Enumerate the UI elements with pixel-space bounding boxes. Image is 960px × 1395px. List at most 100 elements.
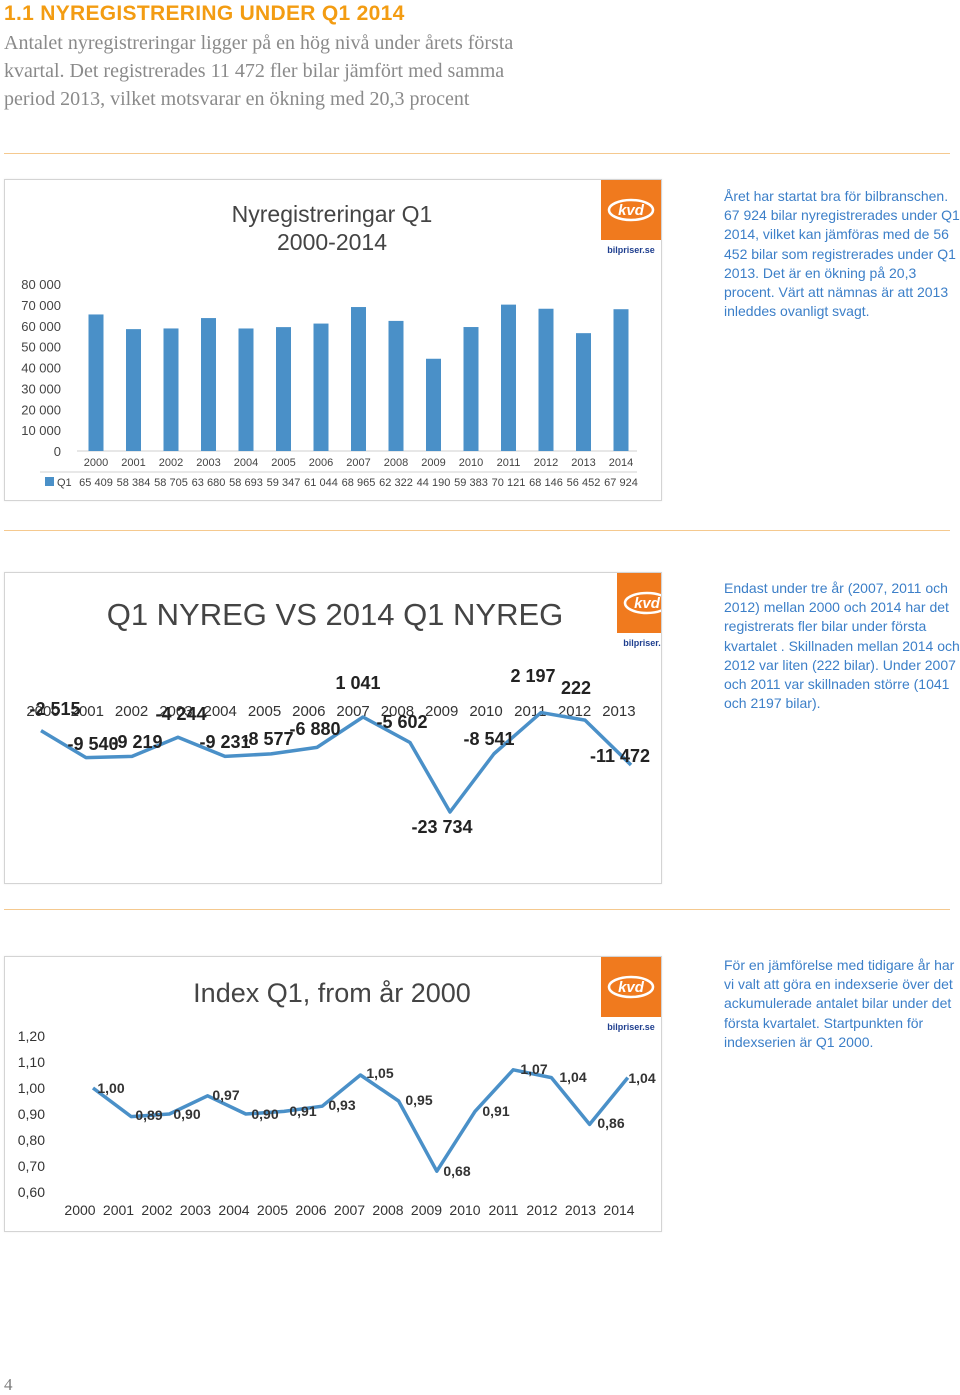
chart1-table-value: 59 347 bbox=[267, 477, 301, 489]
chart3-xtick-label: 2008 bbox=[372, 1202, 403, 1218]
chart1-xtick-label: 2011 bbox=[497, 457, 521, 469]
section-title: 1.1 NYREGISTRERING UNDER Q1 2014 bbox=[4, 2, 405, 25]
chart1-bar bbox=[463, 327, 479, 451]
chart3-ytick-label: 0,60 bbox=[18, 1184, 45, 1200]
chart-panel-difference: Q1 NYREG VS 2014 Q1 NYREG 2000 2001 2002 200… bbox=[4, 572, 677, 884]
chart1-bar bbox=[126, 329, 141, 451]
kvd-logo-site: bilpriser.se bbox=[607, 1022, 655, 1032]
chart1-xtick-label: 2013 bbox=[571, 457, 595, 469]
lead-text-line-1: Antalet nyregistreringar ligger på en hö… bbox=[4, 32, 514, 54]
chart1-ytick-label: 80 000 bbox=[21, 277, 61, 292]
chart2-data-label: -8 541 bbox=[463, 729, 514, 749]
chart2-data-label: -2 515 bbox=[29, 699, 80, 719]
chart1-ytick-label: 70 000 bbox=[21, 298, 61, 313]
chart1-ytick-label: 0 bbox=[54, 444, 61, 459]
chart3-data-label: 1,04 bbox=[628, 1070, 655, 1086]
chart-panel-index: Index Q1, from år 2000 0,60 0,70 0,80 0,90 1,… bbox=[4, 956, 662, 1232]
chart2-xtick-label: 2010 bbox=[469, 703, 502, 720]
chart3-ytick-label: 1,20 bbox=[18, 1028, 45, 1044]
chart1-title-line-2: 2000-2014 bbox=[277, 229, 387, 255]
chart3-data-label: 0,91 bbox=[482, 1103, 509, 1119]
chart1-table-value: 63 680 bbox=[192, 477, 226, 489]
chart3-data-label: 1,00 bbox=[97, 1080, 124, 1096]
chart2-data-label: -6 880 bbox=[289, 719, 340, 739]
chart1-xtick-label: 2012 bbox=[534, 457, 558, 469]
chart2-data-label: -11 472 bbox=[590, 746, 650, 766]
kvd-logo: kvd bilpriser.se bbox=[601, 180, 661, 258]
chart1-bar bbox=[576, 333, 591, 451]
chart1-ytick-label: 10 000 bbox=[21, 423, 61, 438]
chart2-xtick-label: 2000 bbox=[26, 703, 59, 720]
chart3-data-label: 1,05 bbox=[366, 1065, 393, 1081]
kvd-logo-site: bilpriser.se bbox=[607, 245, 655, 255]
chart2-xtick-label: 2005 bbox=[248, 703, 281, 720]
chart2-xtick-label: 2003 bbox=[159, 703, 192, 720]
chart1-bar bbox=[388, 320, 404, 451]
kvd-logo-site: bilpriser.se bbox=[623, 638, 661, 648]
chart2-xtick-label: 2001 bbox=[71, 703, 104, 720]
chart3-ytick-label: 0,90 bbox=[18, 1106, 45, 1122]
chart1-table-value: 61 044 bbox=[304, 477, 338, 489]
chart1-xtick-label: 2001 bbox=[121, 457, 145, 469]
chart3-data-label: 1,07 bbox=[520, 1061, 547, 1077]
chart3-data-label: 0,90 bbox=[173, 1106, 200, 1122]
chart1-bar bbox=[163, 328, 179, 451]
section1-description: Året har startat bra för bilbranschen. 6… bbox=[724, 188, 960, 320]
chart1-ytick-label: 30 000 bbox=[21, 381, 61, 396]
chart-panel-registrations: Nyregistreringar Q1 2000-2014 0 10 000 20 00… bbox=[4, 179, 662, 501]
chart3-series-line bbox=[91, 1068, 630, 1173]
divider-3 bbox=[4, 909, 950, 910]
chart1-xtick-label: 2008 bbox=[384, 457, 408, 469]
chart3-xtick-label: 2000 bbox=[64, 1202, 95, 1218]
chart2-data-label: -23 734 bbox=[411, 817, 472, 837]
chart1-ytick-label: 50 000 bbox=[21, 340, 61, 355]
chart1-xtick-label: 2007 bbox=[346, 457, 370, 469]
chart3-ytick-label: 1,10 bbox=[18, 1054, 45, 1070]
chart1-bar bbox=[88, 314, 104, 451]
chart1-bar bbox=[201, 318, 216, 451]
chart1-xtick-label: 2003 bbox=[196, 457, 220, 469]
chart1-bar bbox=[238, 328, 254, 451]
kvd-logo-oval bbox=[607, 198, 655, 222]
chart1-legend-swatch bbox=[45, 477, 54, 486]
chart1-table-value: 70 121 bbox=[492, 477, 526, 489]
chart2-data-label: -4 244 bbox=[155, 704, 206, 724]
chart1-bar bbox=[613, 309, 629, 451]
index-line-chart: Index Q1, from år 2000 0,60 0,70 0,80 0,90 1,… bbox=[18, 957, 661, 1218]
chart2-series-line bbox=[40, 710, 633, 814]
chart1-bar bbox=[426, 358, 441, 451]
lead-text-line-3: period 2013, vilket motsvarar en ökning … bbox=[4, 88, 470, 110]
chart3-xtick-label: 2012 bbox=[526, 1202, 557, 1218]
chart1-xtick-label: 2006 bbox=[309, 457, 333, 469]
chart3-data-label: 0,89 bbox=[135, 1107, 162, 1123]
chart1-xtick-label: 2002 bbox=[159, 457, 183, 469]
chart1-table-value: 67 924 bbox=[604, 477, 638, 489]
chart1-bar bbox=[313, 323, 329, 451]
kvd-logo-oval bbox=[607, 975, 655, 999]
chart3-xtick-label: 2014 bbox=[603, 1202, 634, 1218]
kvd-logo: kvd bilpriser.se bbox=[601, 957, 661, 1035]
chart2-data-label: -9 540 bbox=[67, 734, 118, 754]
chart2-xtick-label: 2008 bbox=[381, 703, 414, 720]
chart3-xtick-label: 2003 bbox=[180, 1202, 211, 1218]
chart2-xtick-label: 2002 bbox=[115, 703, 148, 720]
chart1-xtick-label: 2000 bbox=[84, 457, 108, 469]
chart2-data-label: -9 231 bbox=[199, 732, 250, 752]
chart1-table-value: 56 452 bbox=[567, 477, 601, 489]
chart3-ytick-label: 1,00 bbox=[18, 1080, 45, 1096]
chart1-xtick-label: 2010 bbox=[459, 457, 483, 469]
chart1-table-value: 65 409 bbox=[79, 477, 113, 489]
chart3-data-label: 0,90 bbox=[251, 1106, 278, 1122]
chart1-table-value: 62 322 bbox=[379, 477, 413, 489]
chart1-legend-label: Q1 bbox=[57, 477, 72, 489]
chart3-xtick-label: 2005 bbox=[257, 1202, 288, 1218]
kvd-logo-band bbox=[601, 240, 661, 258]
kvd-logo-mark: kvd bbox=[618, 202, 645, 219]
chart2-xtick-label: 2004 bbox=[204, 703, 237, 720]
chart1-table-value: 58 705 bbox=[154, 477, 188, 489]
chart3-xtick-label: 2013 bbox=[565, 1202, 596, 1218]
chart3-xtick-label: 2002 bbox=[141, 1202, 172, 1218]
chart3-ytick-label: 0,80 bbox=[18, 1132, 45, 1148]
chart3-data-label: 0,86 bbox=[597, 1115, 624, 1131]
chart1-bar bbox=[501, 304, 516, 451]
